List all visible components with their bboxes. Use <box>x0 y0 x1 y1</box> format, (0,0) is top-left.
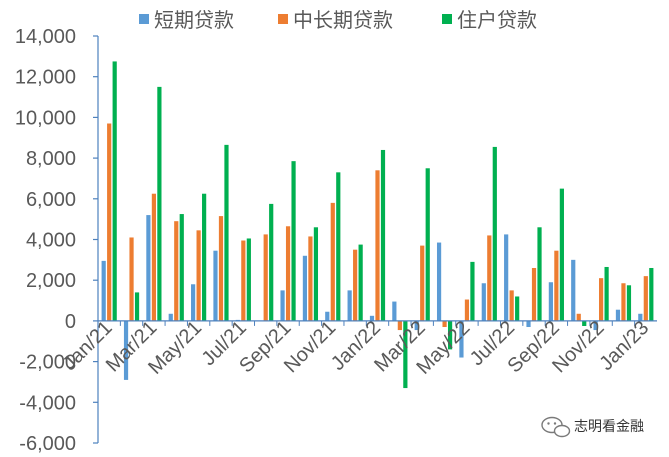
bar-series1-Jan-21 <box>101 260 106 321</box>
bar-series3-Jan-21 <box>112 61 117 321</box>
watermark-text: 志明看金融 <box>574 419 644 435</box>
bar-series3-Jan-23 <box>649 267 654 321</box>
bar-series1-Mar-22 <box>414 320 419 331</box>
y-tick-label: -2,000 <box>19 352 76 374</box>
bar-series1-Dec-22 <box>615 309 621 321</box>
y-tick-label: 8,000 <box>26 148 76 170</box>
bar-series3-Aug-22 <box>537 227 542 321</box>
bar-series2-May-21 <box>196 230 201 321</box>
bar-series1-Jul-22 <box>504 234 509 321</box>
y-tick-label: 4,000 <box>26 230 76 252</box>
bar-series3-Dec-21 <box>358 244 363 321</box>
bar-series1-Dec-21 <box>347 290 352 321</box>
bar-series3-Sep-21 <box>291 161 296 321</box>
bar-series2-Oct-22 <box>576 313 581 321</box>
bar-series3-Apr-22 <box>447 320 453 350</box>
bar-series2-Jun-21 <box>218 216 224 321</box>
legend-label-2: 中长期贷款 <box>293 8 393 32</box>
bar-series1-Oct-21 <box>302 255 308 321</box>
bar-series3-Oct-21 <box>313 227 319 321</box>
bar-series2-Aug-21 <box>263 234 268 321</box>
bar-series3-Dec-22 <box>626 285 632 321</box>
bar-series2-Sep-21 <box>285 226 291 321</box>
legend-swatch-1 <box>139 14 149 24</box>
bar-series2-Dec-21 <box>353 249 358 321</box>
y-tick-label: 6,000 <box>26 189 76 211</box>
y-tick-label: -4,000 <box>19 392 76 414</box>
y-tick-label: 2,000 <box>26 270 76 292</box>
legend-label-1: 短期贷款 <box>154 8 234 32</box>
bar-series3-Mar-21 <box>157 86 162 321</box>
bar-series2-Dec-22 <box>621 283 626 321</box>
bar-series2-Feb-22 <box>397 320 402 331</box>
bar-series3-Jan-22 <box>380 149 386 321</box>
bar-series2-Sep-22 <box>554 250 559 321</box>
bar-series2-Apr-21 <box>174 221 179 321</box>
legend-swatch-2 <box>278 14 288 24</box>
bar-series1-May-22 <box>459 320 464 358</box>
x-axis: Jan/21Mar/21May/21Jul/21Sep/21Nov/21Jan/… <box>59 317 657 379</box>
bar-series1-Aug-22 <box>526 320 531 328</box>
legend-label-3: 住户贷款 <box>457 8 537 32</box>
bar-series1-Nov-22 <box>593 320 598 331</box>
bar-series1-Sep-22 <box>548 282 553 321</box>
bar-series2-Aug-22 <box>531 267 537 321</box>
bar-series3-Sep-22 <box>559 188 564 321</box>
bar-series1-Oct-22 <box>571 259 576 321</box>
watermark: 志明看金融 <box>541 416 644 438</box>
y-tick-label: -6,000 <box>19 433 76 455</box>
bar-series1-Nov-21 <box>325 311 330 321</box>
bar-series2-Apr-22 <box>442 320 447 328</box>
bar-series3-Jul-22 <box>515 296 520 321</box>
legend: 短期贷款 中长期贷款 住户贷款 <box>139 8 537 32</box>
bar-series3-Oct-22 <box>582 320 587 326</box>
bar-series3-Nov-22 <box>604 266 609 321</box>
y-tick-label: 12,000 <box>15 67 76 89</box>
y-tick-label: 0 <box>65 311 76 333</box>
bar-series1-May-21 <box>191 284 196 321</box>
bar-series3-May-22 <box>470 261 475 321</box>
bar-series2-Jan-23 <box>643 276 648 321</box>
y-axis: -6,000 -4,000 -2,000 0 2,000 4,000 6,000 8,000 1… <box>15 26 99 455</box>
bars <box>101 61 654 389</box>
bar-series1-Mar-21 <box>146 215 151 321</box>
bar-series2-Jun-22 <box>487 235 492 321</box>
bar-series2-Jul-21 <box>241 240 246 321</box>
bar-series3-Feb-22 <box>403 320 408 389</box>
bar-series3-Nov-21 <box>336 172 341 321</box>
bar-series1-Jun-22 <box>481 283 486 321</box>
bar-series3-Jul-21 <box>246 238 251 321</box>
bar-series3-Aug-21 <box>269 203 274 321</box>
bar-series2-Jan-21 <box>107 123 112 321</box>
bar-series3-May-21 <box>202 193 207 321</box>
bar-series2-Nov-21 <box>330 202 335 321</box>
bar-series2-Mar-22 <box>420 245 425 321</box>
bar-series2-Nov-22 <box>599 278 604 321</box>
bar-series1-Feb-21 <box>123 320 129 380</box>
bar-series1-Jan-23 <box>638 313 643 321</box>
bar-series3-Mar-22 <box>425 168 430 321</box>
y-tick-label: 10,000 <box>15 107 76 129</box>
bar-series3-Jun-21 <box>224 144 229 321</box>
y-tick-label: 14,000 <box>15 26 76 48</box>
bar-series1-Apr-21 <box>168 313 173 321</box>
bar-series2-May-22 <box>464 299 470 321</box>
legend-swatch-3 <box>442 14 452 24</box>
bar-series3-Jun-22 <box>492 146 497 321</box>
x-tick-label: Jan/23 <box>595 317 653 375</box>
bar-series2-Oct-21 <box>308 236 313 321</box>
bar-series1-Apr-22 <box>436 242 442 321</box>
bar-series2-Jul-22 <box>509 290 514 321</box>
bar-series1-Jun-21 <box>213 250 218 321</box>
bar-series1-Sep-21 <box>280 290 285 321</box>
bar-series2-Jan-22 <box>375 170 380 321</box>
bar-series3-Feb-21 <box>134 292 140 321</box>
bar-series1-Jan-22 <box>369 315 375 321</box>
bar-series3-Apr-21 <box>179 214 184 321</box>
bar-series2-Mar-21 <box>151 193 156 321</box>
bar-series1-Feb-22 <box>392 301 397 321</box>
bar-series2-Feb-21 <box>129 237 134 321</box>
wechat-icon <box>541 416 571 438</box>
